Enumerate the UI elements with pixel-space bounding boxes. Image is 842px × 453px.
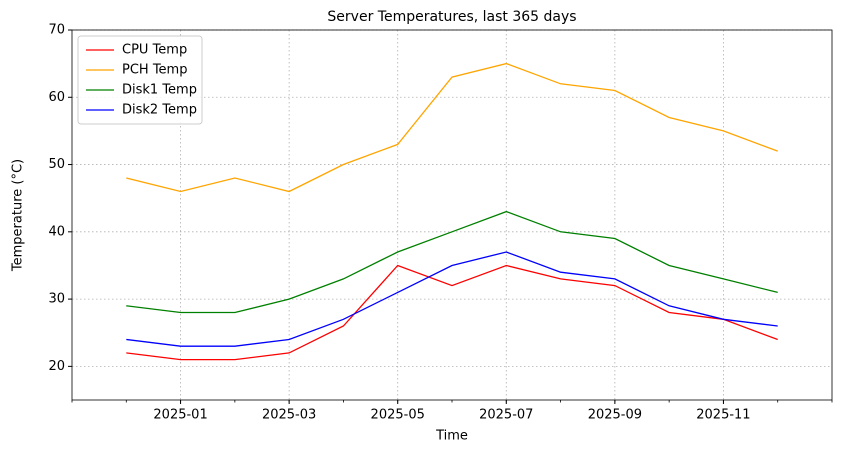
series-line (126, 251, 778, 347)
legend-label: CPU Temp (122, 43, 187, 58)
x-axis-label: Time (435, 429, 468, 444)
y-tick-label: 60 (48, 90, 65, 105)
y-tick-label: 50 (48, 157, 65, 172)
legend-label: PCH Temp (122, 63, 187, 78)
y-axis-label: Temperature (°C) (11, 159, 26, 272)
series-line (126, 210, 778, 314)
series-line (126, 264, 778, 361)
y-tick-label: 30 (48, 292, 65, 307)
legend-label: Disk2 Temp (122, 103, 197, 118)
x-tick-label: 2025-07 (479, 408, 533, 423)
plot-frame (71, 29, 833, 401)
y-tick-label: 40 (48, 224, 65, 239)
y-tick-label: 70 (48, 23, 65, 38)
x-tick-label: 2025-03 (262, 408, 316, 423)
x-tick-label: 2025-05 (371, 408, 425, 423)
x-tick-label: 2025-11 (696, 408, 750, 423)
legend-box (77, 35, 203, 125)
x-tick-label: 2025-09 (588, 408, 642, 423)
chart-title: Server Temperatures, last 365 days (327, 9, 576, 25)
legend-label: Disk1 Temp (122, 83, 197, 98)
series-line (126, 62, 778, 193)
y-tick-label: 20 (48, 359, 65, 374)
x-tick-label: 2025-01 (153, 408, 207, 423)
